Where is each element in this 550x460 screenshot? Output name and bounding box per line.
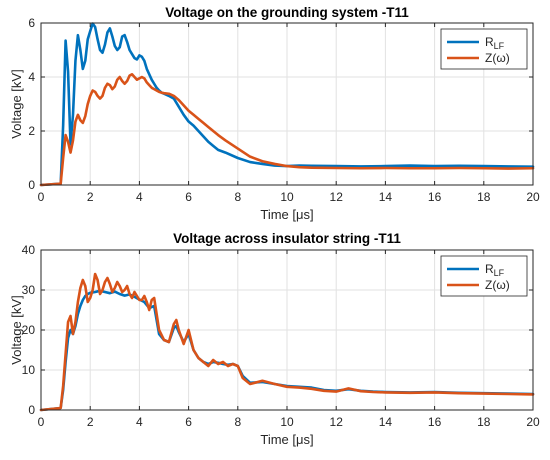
legend-entry: Z(ω)	[485, 51, 510, 65]
x-tick-label: 4	[136, 415, 143, 429]
x-tick-label: 2	[87, 190, 94, 204]
legend-entry: Z(ω)	[485, 278, 510, 292]
x-tick-label: 10	[280, 415, 294, 429]
chart-title: Voltage across insulator string -T11	[173, 231, 401, 246]
y-tick-label: 10	[22, 363, 36, 377]
x-tick-label: 16	[428, 415, 442, 429]
x-tick-label: 8	[234, 415, 241, 429]
y-axis-label: Voltage [kV]	[9, 295, 24, 364]
x-tick-label: 16	[428, 190, 442, 204]
x-tick-label: 0	[38, 415, 45, 429]
chart-panel-2: 0 2 4 6 8 10 12 14 16 18 20 0 10 20 30 40 Voltage across…	[9, 231, 540, 447]
legend-entry-name: Z(ω)	[485, 51, 510, 65]
y-tick-label: 6	[28, 16, 35, 30]
x-tick-label: 6	[185, 190, 192, 204]
x-tick-label: 8	[234, 190, 241, 204]
x-tick-label: 14	[379, 415, 393, 429]
legend-box	[440, 28, 528, 70]
legend-box	[440, 255, 528, 297]
x-tick-label: 2	[87, 415, 94, 429]
x-tick-label: 14	[379, 190, 393, 204]
legend-entry-name: R	[485, 35, 494, 49]
chart-title: Voltage on the grounding system -T11	[165, 5, 409, 20]
x-tick-label: 0	[38, 190, 45, 204]
x-tick-label: 4	[136, 190, 143, 204]
legend-entry-name: R	[485, 262, 494, 276]
x-tick-label: 18	[477, 415, 491, 429]
x-tick-label: 12	[330, 190, 344, 204]
x-tick-label: 10	[280, 190, 294, 204]
legend-entry-subscript: LF	[494, 41, 505, 51]
chart-panel-1: 0 2 4 6 8 10 12 14 16 18 20 0 2 4 6 Voltage on the grou…	[9, 5, 540, 222]
x-tick-label: 20	[526, 415, 540, 429]
y-tick-label: 4	[28, 70, 35, 84]
y-tick-label: 0	[28, 403, 35, 417]
x-axis-label: Time [μs]	[260, 432, 313, 447]
legend-entry-name: Z(ω)	[485, 278, 510, 292]
series-line-r-lf	[39, 22, 535, 187]
x-tick-label: 12	[330, 415, 344, 429]
x-tick-label: 6	[185, 415, 192, 429]
x-tick-label: 20	[526, 190, 540, 204]
legend-entry: RLF	[485, 262, 505, 278]
series-line-z-omega	[39, 73, 535, 187]
y-tick-label: 30	[22, 283, 36, 297]
legend-entry: RLF	[485, 35, 505, 51]
y-tick-label: 20	[22, 323, 36, 337]
series-line-z-omega	[39, 272, 535, 412]
y-axis-label: Voltage [kV]	[9, 69, 24, 138]
y-tick-label: 40	[22, 243, 36, 257]
x-axis-label: Time [μs]	[260, 207, 313, 222]
x-tick-label: 18	[477, 190, 491, 204]
y-tick-label: 2	[28, 124, 35, 138]
y-tick-label: 0	[28, 178, 35, 192]
legend-entry-subscript: LF	[494, 268, 505, 278]
